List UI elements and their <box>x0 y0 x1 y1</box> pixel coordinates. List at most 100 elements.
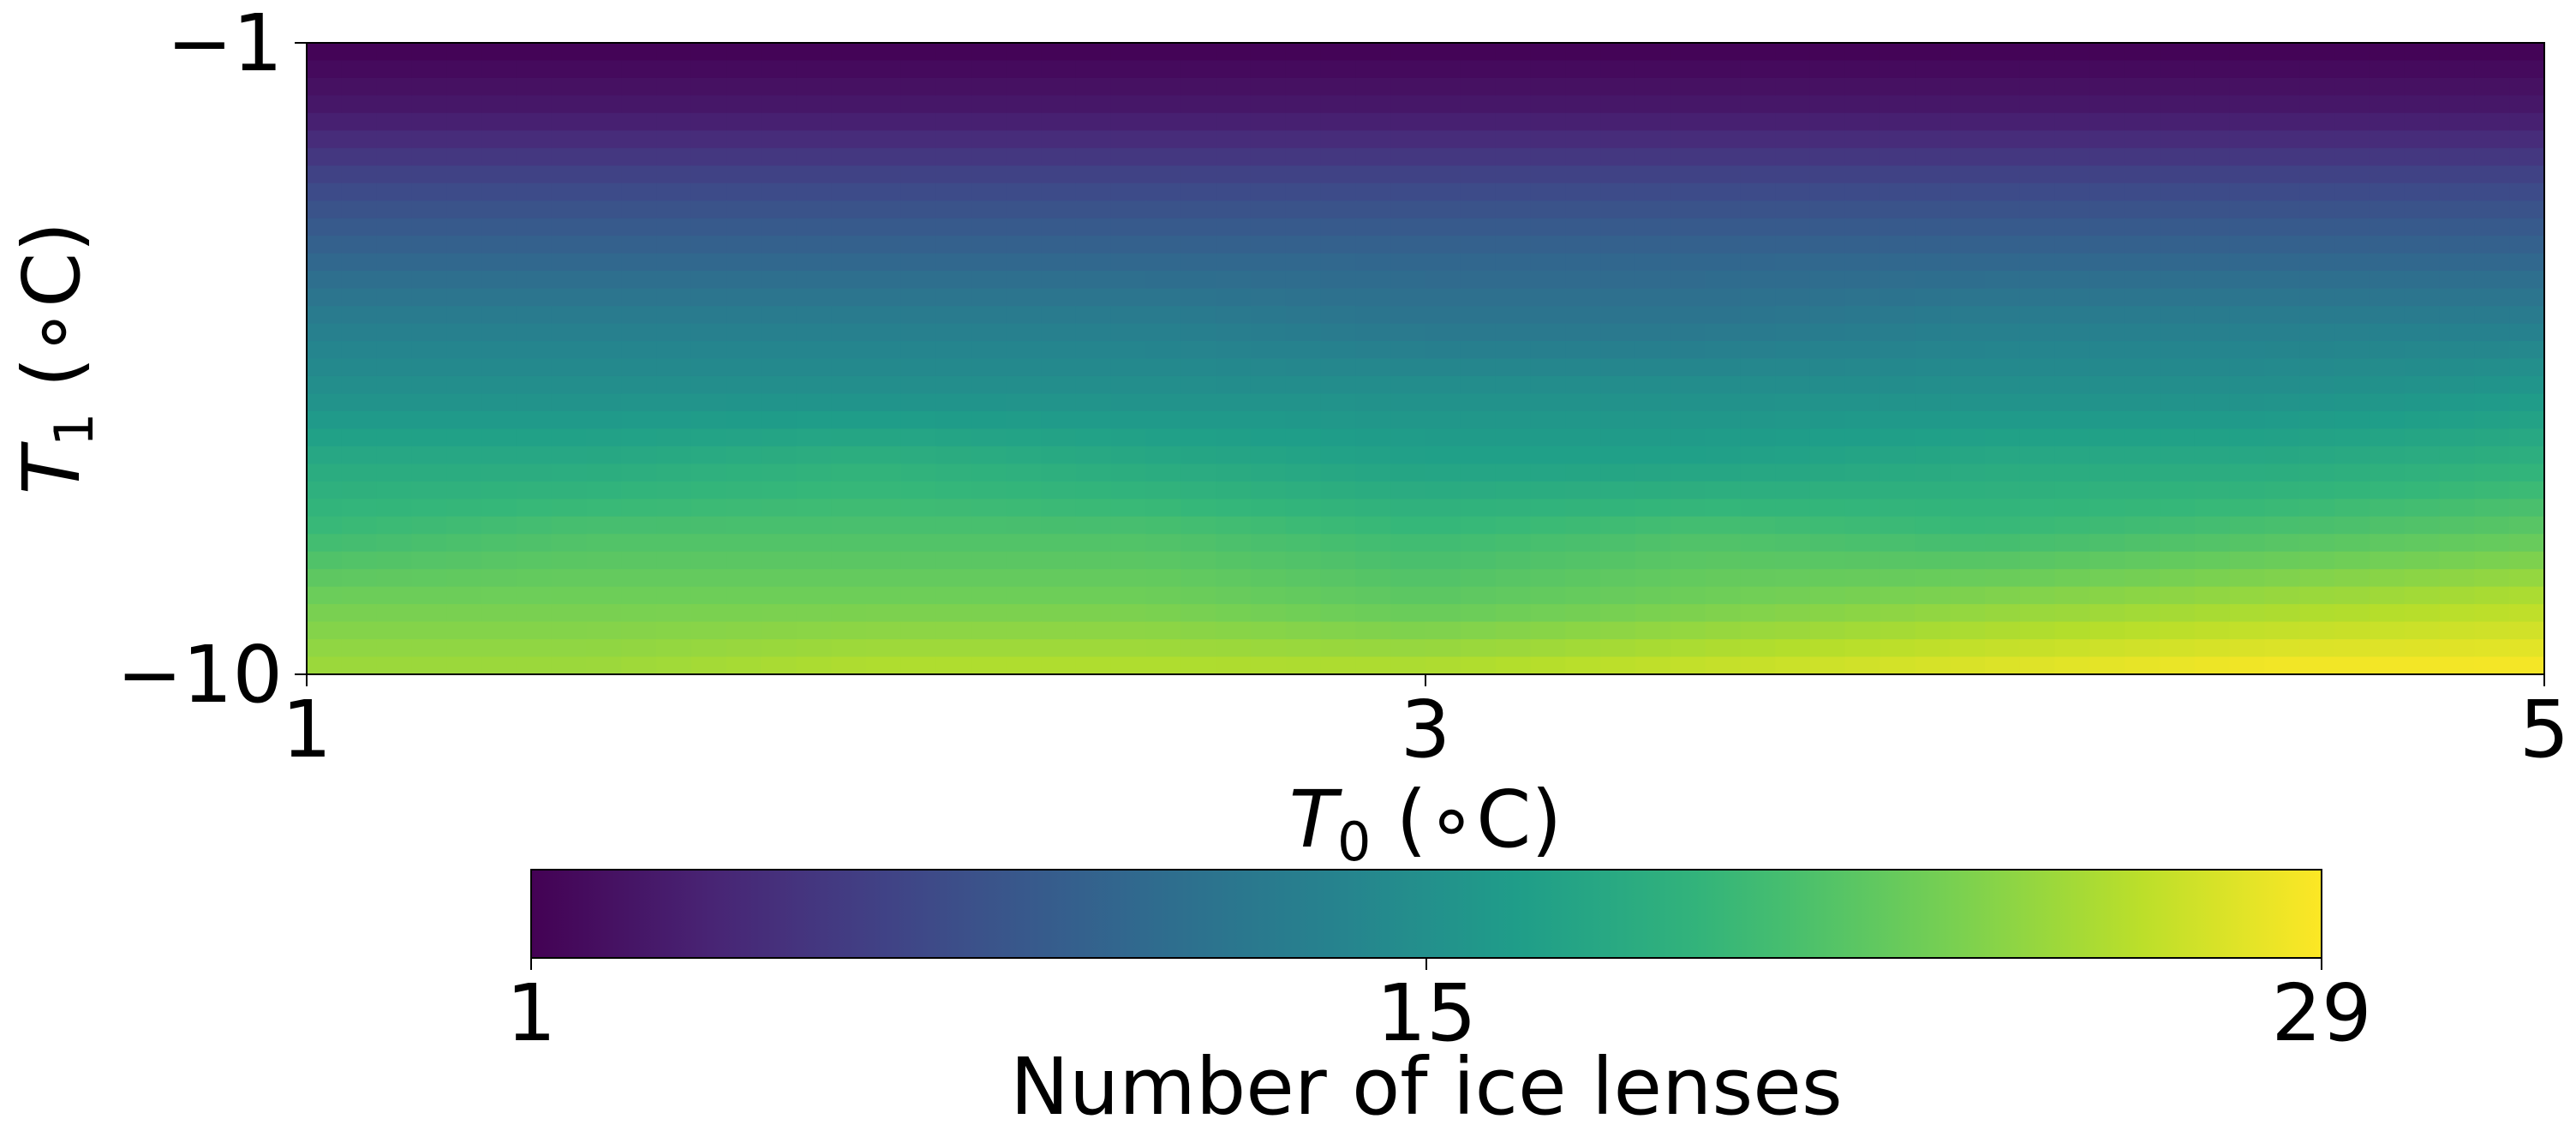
heatmap-cell <box>1041 464 1077 482</box>
heatmap-cell <box>1041 236 1077 254</box>
heatmap-cell <box>1006 586 1042 605</box>
heatmap-cell <box>900 516 937 536</box>
heatmap-cell <box>1285 446 1322 465</box>
heatmap-cell <box>2264 393 2301 412</box>
heatmap-cell <box>1705 464 1742 482</box>
heatmap-cell <box>2229 112 2266 132</box>
heatmap-cell <box>1775 253 1811 272</box>
heatmap-cell <box>341 236 378 254</box>
heatmap-cell <box>1250 375 1287 395</box>
heatmap-cell <box>1740 621 1776 640</box>
heatmap-cell <box>1915 183 1951 202</box>
heatmap-cell <box>1041 358 1077 377</box>
heatmap-cell <box>1915 604 1951 623</box>
heatmap-cell <box>796 358 832 377</box>
heatmap-cell <box>2299 77 2335 97</box>
heatmap-cell <box>1985 375 2021 395</box>
heatmap-cell <box>1495 306 1532 325</box>
heatmap-cell <box>1775 200 1811 219</box>
heatmap-cell <box>341 464 378 482</box>
heatmap-cell <box>307 218 343 236</box>
heatmap-cell <box>1075 341 1112 360</box>
heatmap-cell <box>2229 621 2266 640</box>
heatmap-cell <box>1600 375 1636 395</box>
heatmap-cell <box>1740 60 1776 79</box>
heatmap-cell <box>1145 516 1182 536</box>
heatmap-cell <box>1530 218 1567 236</box>
heatmap-cell <box>2160 358 2196 377</box>
heatmap-cell <box>2089 428 2126 447</box>
heatmap-cell <box>2264 551 2301 570</box>
heatmap-cell <box>726 77 762 97</box>
heatmap-cell <box>481 95 517 114</box>
heatmap-cell <box>2019 358 2056 377</box>
heatmap-cell <box>1041 534 1077 553</box>
heatmap-cell <box>1145 621 1182 640</box>
heatmap-cell <box>1985 551 2021 570</box>
heatmap-cell <box>1320 200 1357 219</box>
heatmap-cell <box>411 375 448 395</box>
heatmap-cell <box>1495 288 1532 307</box>
heatmap-cell <box>1809 77 1846 97</box>
heatmap-cell <box>1320 604 1357 623</box>
heatmap-cell <box>2125 60 2161 79</box>
heatmap-cell <box>2089 112 2126 132</box>
heatmap-cell <box>1216 288 1252 307</box>
heatmap-cell <box>341 130 378 149</box>
heatmap-cell <box>1844 77 1881 97</box>
heatmap-cell <box>481 569 517 588</box>
heatmap-cell <box>1985 236 2021 254</box>
heatmap-cell <box>690 288 727 307</box>
heatmap-cell <box>2160 95 2196 114</box>
heatmap-cell <box>621 375 657 395</box>
heatmap-cell <box>1110 656 1147 675</box>
heatmap-cell <box>2019 586 2056 605</box>
heatmap-cell <box>621 147 657 167</box>
heatmap-cell <box>690 410 727 430</box>
heatmap-cell <box>1495 375 1532 395</box>
heatmap-cell <box>2474 393 2510 412</box>
heatmap-cell <box>376 306 413 325</box>
heatmap-cell <box>516 60 553 79</box>
heatmap-cell <box>2439 236 2476 254</box>
heatmap-cell <box>866 306 902 325</box>
heatmap-cell <box>1180 218 1216 236</box>
heatmap-cell <box>2089 464 2126 482</box>
heatmap-cell <box>376 656 413 675</box>
heatmap-cell <box>481 288 517 307</box>
heatmap-cell <box>690 639 727 658</box>
heatmap-cell <box>1425 621 1461 640</box>
heatmap-cell <box>831 410 867 430</box>
heatmap-cell <box>1320 271 1357 290</box>
heatmap-cell <box>1216 569 1252 588</box>
heatmap-cell <box>1915 341 1951 360</box>
heatmap-cell <box>1705 341 1742 360</box>
heatmap-cell <box>1041 341 1077 360</box>
heatmap-cell <box>2369 604 2406 623</box>
heatmap-cell <box>1355 393 1391 412</box>
heatmap-cell <box>516 218 553 236</box>
heatmap-cell <box>656 306 692 325</box>
heatmap-cell <box>1145 236 1182 254</box>
heatmap-cell <box>1985 428 2021 447</box>
heatmap-cell <box>1600 288 1636 307</box>
heatmap-cell <box>2299 218 2335 236</box>
heatmap-cell <box>1775 534 1811 553</box>
heatmap-cell <box>446 236 482 254</box>
heatmap-cell <box>1460 95 1497 114</box>
heatmap-cell <box>1775 393 1811 412</box>
heatmap-cell <box>2160 656 2196 675</box>
heatmap-cell <box>1180 639 1216 658</box>
heatmap-cell <box>1985 60 2021 79</box>
heatmap-cell <box>516 77 553 97</box>
heatmap-cell <box>1740 551 1776 570</box>
heatmap-cell <box>1985 621 2021 640</box>
heatmap-cell <box>2404 130 2441 149</box>
heatmap-cell <box>690 147 727 167</box>
heatmap-cell <box>1355 358 1391 377</box>
heatmap-cell <box>1565 218 1601 236</box>
heatmap-cell <box>1216 481 1252 500</box>
heatmap-cell <box>761 306 798 325</box>
heatmap-cell <box>1180 130 1216 149</box>
